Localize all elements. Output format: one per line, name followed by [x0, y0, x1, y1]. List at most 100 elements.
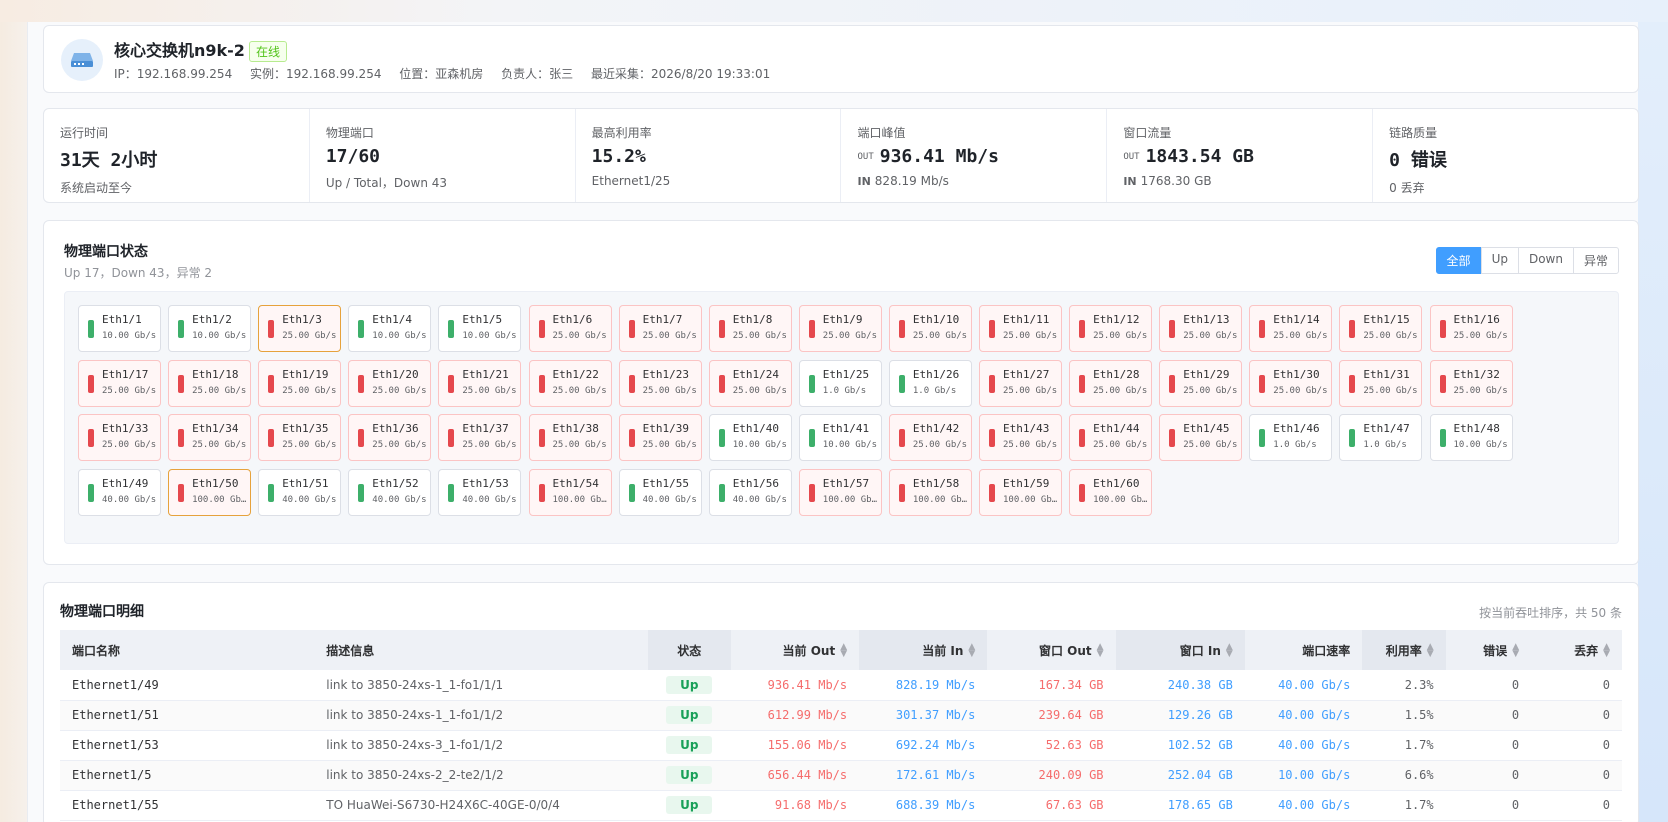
filter-abnormal-button[interactable]: 异常 [1572, 247, 1619, 274]
port-tile[interactable]: Eth1/40 10.00 Gb/s [708, 414, 792, 462]
port-tile-name: Eth1/11 [1003, 313, 1050, 326]
port-status-indicator [178, 374, 185, 393]
port-tile-name: Eth1/1 [102, 313, 142, 326]
filter-up-button[interactable]: Up [1480, 247, 1519, 274]
port-tile[interactable]: Eth1/36 25.00 Gb/s [348, 414, 432, 462]
port-tile[interactable]: Eth1/43 25.00 Gb/s [979, 414, 1062, 462]
filter-all-button[interactable]: 全部 [1435, 247, 1482, 274]
port-tile[interactable]: Eth1/48 10.00 Gb/s [1429, 414, 1513, 462]
port-tile[interactable]: Eth1/34 25.00 Gb/s [168, 414, 252, 462]
table-row[interactable]: Ethernet1/55 TO HuaWei-S6730-H24X6C-40GE-… [60, 790, 1622, 821]
port-tile[interactable]: Eth1/42 25.00 Gb/s [888, 414, 972, 462]
port-tile[interactable]: Eth1/29 25.00 Gb/s [1159, 359, 1243, 407]
col-cur-in[interactable]: 当前 In ▲ ▼ [859, 630, 988, 670]
port-tile[interactable]: Eth1/2 10.00 Gb/s [168, 305, 252, 352]
table-row[interactable]: Ethernet1/53 link to 3850-24xs-3_1-fo1/1/… [60, 730, 1622, 761]
port-tile[interactable]: Eth1/31 25.00 Gb/s [1339, 359, 1423, 407]
cell-win-out: 67.63 GB [987, 790, 1116, 821]
cell-speed: 40.00 Gb/s [1244, 790, 1363, 821]
port-tile[interactable]: Eth1/56 40.00 Gb/s [708, 469, 792, 517]
port-tile[interactable]: Eth1/59 100.00 Gb/s [979, 469, 1062, 517]
port-tile[interactable]: Eth1/39 25.00 Gb/s [618, 414, 702, 462]
port-tile[interactable]: Eth1/41 10.00 Gb/s [798, 414, 882, 462]
port-tile[interactable]: Eth1/14 25.00 Gb/s [1249, 305, 1333, 352]
port-tile[interactable]: Eth1/53 40.00 Gb/s [438, 469, 522, 517]
port-tile-speed: 1.0 Gb/s [1273, 440, 1317, 451]
table-row[interactable]: Ethernet1/49 link to 3850-24xs-1_1-fo1/1/… [60, 670, 1622, 701]
port-tile[interactable]: Eth1/27 25.00 Gb/s [979, 359, 1062, 407]
port-tile[interactable]: Eth1/38 25.00 Gb/s [528, 414, 612, 462]
port-tile[interactable]: Eth1/12 25.00 Gb/s [1069, 305, 1153, 352]
port-status-indicator [718, 484, 725, 503]
port-tile[interactable]: Eth1/9 25.00 Gb/s [798, 305, 882, 352]
port-tile[interactable]: Eth1/49 40.00 Gb/s [78, 469, 161, 517]
port-tile[interactable]: Eth1/1 10.00 Gb/s [78, 305, 161, 352]
table-row[interactable]: Ethernet1/5 link to 3850-24xs-2_2-te2/1/2… [60, 760, 1622, 791]
filter-down-button[interactable]: Down [1517, 247, 1574, 274]
port-tile[interactable]: Eth1/13 25.00 Gb/s [1159, 305, 1243, 352]
port-tile[interactable]: Eth1/23 25.00 Gb/s [618, 359, 702, 407]
port-tile[interactable]: Eth1/11 25.00 Gb/s [979, 305, 1062, 352]
port-tile[interactable]: Eth1/51 40.00 Gb/s [258, 469, 342, 517]
cell-cur-in: 828.19 Mb/s [859, 670, 988, 701]
cell-speed: 40.00 Gb/s [1244, 730, 1363, 761]
port-tile[interactable]: Eth1/19 25.00 Gb/s [258, 359, 342, 407]
port-tile-speed: 25.00 Gb/s [372, 440, 427, 451]
port-tile[interactable]: Eth1/50 100.00 Gb/s [168, 469, 252, 517]
col-win-in[interactable]: 窗口 In ▲ ▼ [1115, 630, 1245, 670]
port-status-indicator [1079, 429, 1086, 448]
port-tile[interactable]: Eth1/58 100.00 Gb/s [888, 469, 972, 517]
col-cur-out[interactable]: 当前 Out ▲ ▼ [730, 630, 860, 670]
port-tile[interactable]: Eth1/52 40.00 Gb/s [348, 469, 432, 517]
port-tile[interactable]: Eth1/46 1.0 Gb/s [1249, 414, 1333, 462]
port-tile[interactable]: Eth1/20 25.00 Gb/s [348, 359, 432, 407]
port-tile[interactable]: Eth1/47 1.0 Gb/s [1339, 414, 1423, 462]
port-tile[interactable]: Eth1/18 25.00 Gb/s [168, 359, 252, 407]
port-status-indicator [178, 484, 185, 503]
port-tile[interactable]: Eth1/57 100.00 Gb/s [798, 469, 882, 517]
port-status-indicator [628, 374, 635, 393]
col-drops[interactable]: 丢弃 ▲ ▼ [1531, 630, 1622, 670]
port-tile[interactable]: Eth1/10 25.00 Gb/s [888, 305, 972, 352]
port-tile[interactable]: Eth1/15 25.00 Gb/s [1339, 305, 1423, 352]
port-tile[interactable]: Eth1/7 25.00 Gb/s [618, 305, 702, 352]
port-tile[interactable]: Eth1/3 25.00 Gb/s [258, 305, 342, 352]
port-tile[interactable]: Eth1/4 10.00 Gb/s [348, 305, 432, 352]
port-tile[interactable]: Eth1/55 40.00 Gb/s [618, 469, 702, 517]
port-tile[interactable]: Eth1/44 25.00 Gb/s [1069, 414, 1153, 462]
cell-cur-out: 612.99 Mb/s [730, 700, 860, 731]
col-errors[interactable]: 错误 ▲ ▼ [1445, 630, 1532, 670]
port-tile-speed: 25.00 Gb/s [1273, 331, 1328, 341]
port-tile[interactable]: Eth1/28 25.00 Gb/s [1069, 359, 1153, 407]
port-tile[interactable]: Eth1/32 25.00 Gb/s [1429, 359, 1513, 407]
port-tile[interactable]: Eth1/17 25.00 Gb/s [78, 359, 161, 407]
port-tile[interactable]: Eth1/60 100.00 Gb/s [1069, 469, 1153, 517]
table-row[interactable]: Ethernet1/51 link to 3850-24xs-1_1-fo1/1/… [60, 700, 1622, 731]
port-tile[interactable]: Eth1/33 25.00 Gb/s [78, 414, 161, 462]
port-tile[interactable]: Eth1/16 25.00 Gb/s [1429, 305, 1513, 352]
port-tile[interactable]: Eth1/5 10.00 Gb/s [438, 305, 522, 352]
port-tile[interactable]: Eth1/21 25.00 Gb/s [438, 359, 522, 407]
col-utilization[interactable]: 利用率 ▲ ▼ [1362, 630, 1446, 670]
device-header-card: 核心交换机n9k-2 在线 IP：192.168.99.254 实例：192.1… [43, 25, 1639, 93]
stat-uptime: 运行时间 31天 2小时 系统启动至今 [44, 109, 310, 202]
port-tile[interactable]: Eth1/37 25.00 Gb/s [438, 414, 522, 462]
cell-drops: 0 [1531, 730, 1622, 761]
port-status-indicator [88, 429, 94, 448]
port-tile[interactable]: Eth1/54 100.00 Gb/s [528, 469, 612, 517]
col-win-out[interactable]: 窗口 Out ▲ ▼ [987, 630, 1116, 670]
port-tile[interactable]: Eth1/24 25.00 Gb/s [708, 359, 792, 407]
port-tile[interactable]: Eth1/30 25.00 Gb/s [1249, 359, 1333, 407]
port-tile[interactable]: Eth1/26 1.0 Gb/s [888, 359, 972, 407]
port-tile[interactable]: Eth1/25 1.0 Gb/s [798, 359, 882, 407]
port-tile-speed: 40.00 Gb/s [372, 495, 427, 506]
port-tile[interactable]: Eth1/22 25.00 Gb/s [528, 359, 612, 407]
port-tile-speed: 25.00 Gb/s [1003, 385, 1058, 396]
cell-drops: 0 [1531, 700, 1622, 731]
port-tile-speed: 1.0 Gb/s [1363, 440, 1407, 451]
port-tile[interactable]: Eth1/8 25.00 Gb/s [708, 305, 792, 352]
port-tile[interactable]: Eth1/35 25.00 Gb/s [258, 414, 342, 462]
port-tile[interactable]: Eth1/6 25.00 Gb/s [528, 305, 612, 352]
cell-description: TO HuaWei-S6730-H24X6C-40GE-0/0/4 [314, 790, 648, 821]
port-tile[interactable]: Eth1/45 25.00 Gb/s [1159, 414, 1243, 462]
